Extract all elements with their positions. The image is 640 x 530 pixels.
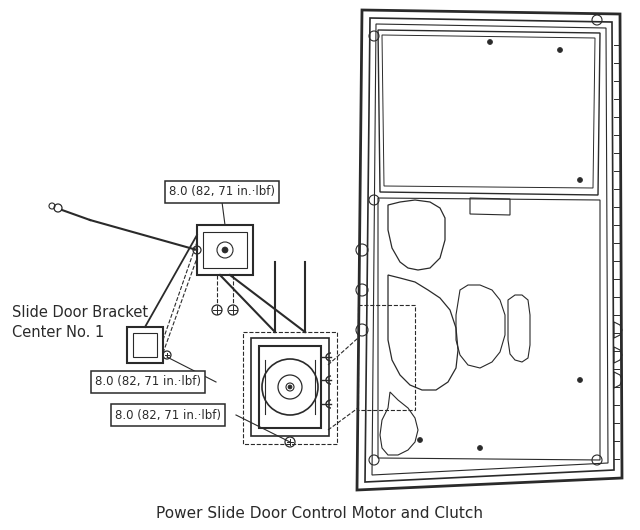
Text: Slide Door Bracket
Center No. 1: Slide Door Bracket Center No. 1 xyxy=(12,305,148,340)
Circle shape xyxy=(288,385,292,389)
Circle shape xyxy=(577,178,582,182)
Circle shape xyxy=(417,437,422,443)
Circle shape xyxy=(222,247,228,253)
Circle shape xyxy=(477,446,483,450)
Circle shape xyxy=(577,377,582,383)
Text: 8.0 (82, 71 in.·lbf): 8.0 (82, 71 in.·lbf) xyxy=(169,186,275,199)
Text: 8.0 (82, 71 in.·lbf): 8.0 (82, 71 in.·lbf) xyxy=(95,375,201,388)
Text: Power Slide Door Control Motor and Clutch: Power Slide Door Control Motor and Clutc… xyxy=(157,507,483,522)
Circle shape xyxy=(488,40,493,45)
Text: 8.0 (82, 71 in.·lbf): 8.0 (82, 71 in.·lbf) xyxy=(115,409,221,421)
Circle shape xyxy=(557,48,563,52)
